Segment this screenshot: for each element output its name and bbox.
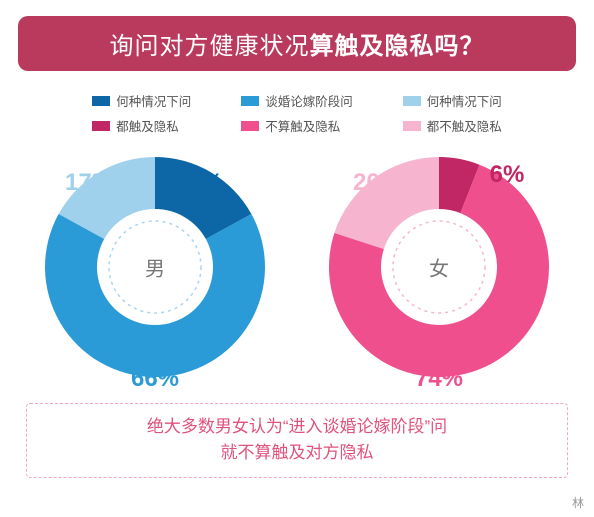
slice-label: 66% xyxy=(131,365,179,393)
legend-item: 谈婚论嫁阶段问 xyxy=(241,91,353,110)
legend-swatch xyxy=(241,96,259,106)
legend-swatch xyxy=(92,96,110,106)
legend-swatch xyxy=(92,121,110,131)
legend-column: 谈婚论嫁阶段问不算触及隐私 xyxy=(241,91,353,135)
legend-label: 都不触及隐私 xyxy=(427,116,502,135)
legend-item: 何种情况下问 xyxy=(403,91,502,110)
infographic-canvas: 询问对方健康状况算触及隐私吗？ 何种情况下问都触及隐私谈婚论嫁阶段问不算触及隐私… xyxy=(0,0,594,517)
legend-swatch xyxy=(403,96,421,106)
slice-label: 17% xyxy=(65,169,113,197)
title-part-a: 询问对方健康状况 xyxy=(110,33,310,60)
legend-column: 何种情况下问都不触及隐私 xyxy=(403,91,502,135)
legend-item: 都触及隐私 xyxy=(92,116,191,135)
title-part-b: 算触及隐私吗？ xyxy=(310,33,485,60)
donut-slice xyxy=(45,214,265,377)
slice-label: 74% xyxy=(415,365,463,393)
charts-row: 男66%17%17%女74%20%6% xyxy=(18,147,576,387)
watermark: 林 xyxy=(572,494,584,511)
legend-label: 何种情况下问 xyxy=(427,91,502,110)
legend-label: 谈婚论嫁阶段问 xyxy=(265,91,353,110)
bottom-note-line: 绝大多数男女认为“进入谈婚论嫁阶段”问 xyxy=(39,414,555,440)
slice-label: 17% xyxy=(175,169,223,197)
legend-label: 何种情况下问 xyxy=(116,91,191,110)
legend-swatch xyxy=(241,121,259,131)
legend-label: 都触及隐私 xyxy=(116,116,179,135)
legend-column: 何种情况下问都触及隐私 xyxy=(92,91,191,135)
legend-item: 何种情况下问 xyxy=(92,91,191,110)
bottom-note-line: 就不算触及对方隐私 xyxy=(39,440,555,466)
legend-item: 都不触及隐私 xyxy=(403,116,502,135)
donut-chart-male: 男66%17%17% xyxy=(35,147,275,387)
slice-label: 20% xyxy=(353,169,401,197)
donut-center-label: 女 xyxy=(429,253,449,282)
bottom-note: 绝大多数男女认为“进入谈婚论嫁阶段”问就不算触及对方隐私 xyxy=(26,403,568,478)
legend-label: 不算触及隐私 xyxy=(265,116,340,135)
legend-swatch xyxy=(403,121,421,131)
legend-item: 不算触及隐私 xyxy=(241,116,353,135)
donut-chart-female: 女74%20%6% xyxy=(319,147,559,387)
legend: 何种情况下问都触及隐私谈婚论嫁阶段问不算触及隐私何种情况下问都不触及隐私 xyxy=(18,91,576,135)
donut-center-label: 男 xyxy=(145,253,165,282)
slice-label: 6% xyxy=(490,161,525,189)
title-bar: 询问对方健康状况算触及隐私吗？ xyxy=(18,16,576,71)
